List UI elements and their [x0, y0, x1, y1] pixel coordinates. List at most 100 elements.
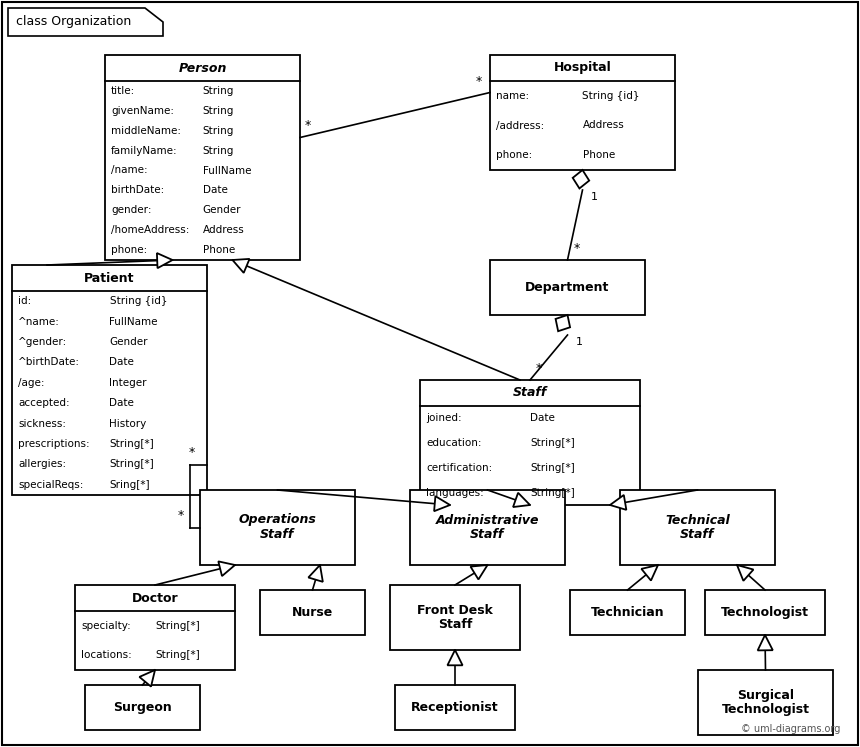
Text: *: *	[574, 242, 580, 255]
Text: String[*]: String[*]	[155, 621, 200, 630]
Text: class Organization: class Organization	[16, 16, 132, 28]
Bar	[705, 590, 825, 635]
Text: languages:: languages:	[426, 488, 483, 498]
Text: *: *	[305, 120, 311, 132]
Text: title:: title:	[111, 86, 135, 96]
Text: birthDate:: birthDate:	[111, 185, 164, 196]
Bar	[698, 670, 833, 735]
Text: education:: education:	[426, 438, 482, 448]
Polygon shape	[758, 635, 773, 651]
Text: String: String	[202, 125, 234, 136]
Text: accepted:: accepted:	[18, 398, 70, 408]
Bar	[390, 585, 520, 650]
Bar	[410, 490, 565, 565]
Text: ^birthDate:: ^birthDate:	[18, 357, 80, 368]
Text: Technician: Technician	[591, 606, 664, 619]
Text: /age:: /age:	[18, 378, 45, 388]
Bar	[395, 685, 515, 730]
Text: Surgical
Technologist: Surgical Technologist	[722, 689, 809, 716]
Text: /name:: /name:	[111, 166, 148, 176]
Bar	[570, 590, 685, 635]
Polygon shape	[610, 495, 626, 510]
Text: String[*]: String[*]	[530, 463, 574, 473]
Text: Gender: Gender	[109, 337, 148, 347]
Text: Department: Department	[525, 281, 610, 294]
Text: specialty:: specialty:	[81, 621, 131, 630]
Bar	[75, 585, 235, 670]
Polygon shape	[434, 496, 450, 511]
Text: Nurse: Nurse	[292, 606, 333, 619]
Text: *: *	[178, 509, 184, 521]
Text: String: String	[202, 86, 234, 96]
Text: familyName:: familyName:	[111, 146, 178, 155]
Bar	[85, 685, 200, 730]
Text: String[*]: String[*]	[155, 650, 200, 660]
Text: Phone: Phone	[582, 150, 615, 160]
Text: Patient: Patient	[84, 271, 135, 285]
Polygon shape	[232, 259, 249, 273]
Polygon shape	[573, 170, 589, 188]
Text: locations:: locations:	[81, 650, 132, 660]
Text: Administrative
Staff: Administrative Staff	[436, 513, 539, 542]
Text: String {id}: String {id}	[582, 91, 640, 101]
Text: middleName:: middleName:	[111, 125, 181, 136]
Text: Staff: Staff	[513, 386, 547, 400]
Bar	[490, 55, 675, 170]
Text: Technical
Staff: Technical Staff	[665, 513, 730, 542]
Text: String[*]: String[*]	[530, 488, 574, 498]
Text: prescriptions:: prescriptions:	[18, 439, 89, 449]
Text: String {id}: String {id}	[109, 297, 167, 306]
Bar	[260, 590, 365, 635]
Polygon shape	[513, 493, 530, 507]
Text: phone:: phone:	[111, 245, 147, 255]
Text: Address: Address	[582, 120, 624, 131]
Text: Sring[*]: Sring[*]	[109, 480, 150, 490]
Text: Integer: Integer	[109, 378, 147, 388]
Text: Hospital: Hospital	[554, 61, 611, 75]
Polygon shape	[139, 670, 155, 686]
Text: Date: Date	[530, 413, 555, 424]
Text: String[*]: String[*]	[109, 459, 154, 469]
Text: Date: Date	[109, 398, 134, 408]
Text: String[*]: String[*]	[109, 439, 154, 449]
Text: 1: 1	[575, 337, 582, 347]
Polygon shape	[8, 8, 163, 36]
Text: sickness:: sickness:	[18, 418, 66, 429]
Text: String: String	[202, 146, 234, 155]
Text: Address: Address	[202, 225, 244, 235]
Polygon shape	[470, 565, 488, 580]
Polygon shape	[309, 565, 322, 582]
Bar	[620, 490, 775, 565]
Text: © uml-diagrams.org: © uml-diagrams.org	[740, 724, 840, 734]
Text: Surgeon: Surgeon	[114, 701, 172, 714]
Text: specialReqs:: specialReqs:	[18, 480, 83, 490]
Polygon shape	[218, 562, 235, 576]
Text: FullName: FullName	[109, 317, 158, 326]
Text: Date: Date	[202, 185, 227, 196]
Text: *: *	[536, 362, 543, 375]
Text: Doctor: Doctor	[132, 592, 178, 604]
Text: Front Desk
Staff: Front Desk Staff	[417, 604, 493, 631]
Bar	[420, 380, 640, 505]
Text: Gender: Gender	[202, 205, 241, 215]
Text: name:: name:	[496, 91, 529, 101]
Polygon shape	[556, 315, 570, 331]
Text: 1: 1	[591, 192, 598, 202]
Bar	[105, 55, 300, 260]
Text: id:: id:	[18, 297, 31, 306]
Polygon shape	[737, 565, 753, 581]
Text: Phone: Phone	[202, 245, 235, 255]
Text: Date: Date	[109, 357, 134, 368]
Text: Person: Person	[178, 61, 227, 75]
Bar	[490, 260, 645, 315]
Text: String: String	[202, 106, 234, 116]
Bar	[200, 490, 355, 565]
Text: ^gender:: ^gender:	[18, 337, 67, 347]
Text: /homeAddress:: /homeAddress:	[111, 225, 189, 235]
Text: History: History	[109, 418, 147, 429]
Polygon shape	[157, 253, 173, 268]
Text: phone:: phone:	[496, 150, 532, 160]
Text: Technologist: Technologist	[721, 606, 809, 619]
Text: *: *	[189, 446, 195, 459]
Text: Operations
Staff: Operations Staff	[238, 513, 316, 542]
